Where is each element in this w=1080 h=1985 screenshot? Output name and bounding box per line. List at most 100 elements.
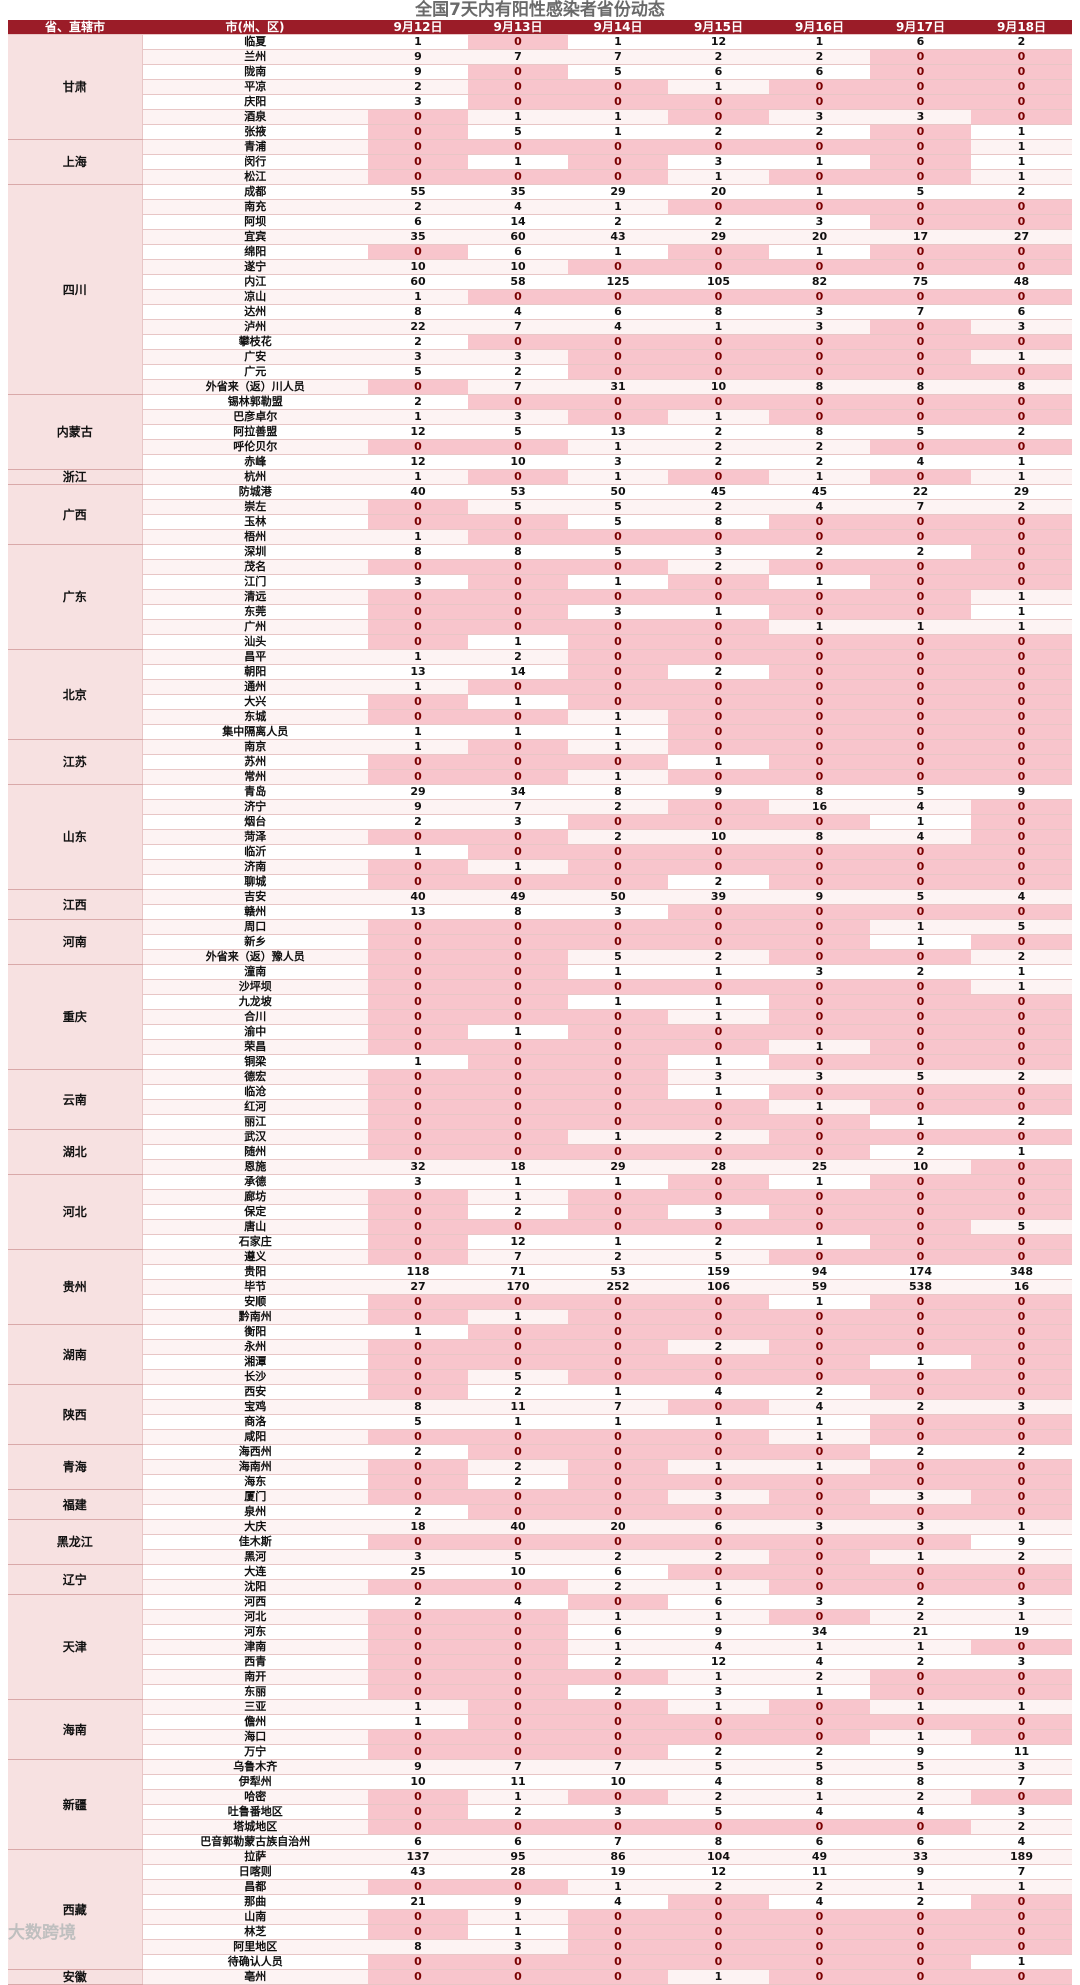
count-cell: 12 (668, 1864, 769, 1880)
province-cell: 广东 (8, 544, 143, 650)
count-cell: 0 (368, 1609, 468, 1625)
province-cell: 青海 (8, 1444, 143, 1490)
count-cell: 0 (468, 829, 568, 845)
count-cell: 0 (668, 1939, 769, 1955)
count-cell: 0 (568, 1789, 668, 1805)
count-cell: 3 (769, 964, 870, 980)
count-cell: 6 (870, 34, 971, 50)
count-cell: 0 (468, 334, 568, 350)
count-cell: 0 (870, 1924, 971, 1940)
city-cell: 东丽 (142, 1684, 368, 1700)
count-cell: 0 (769, 1309, 870, 1325)
count-cell: 4 (769, 1894, 870, 1910)
count-cell: 0 (870, 1684, 971, 1700)
table-row: 海南 三亚 1 0 0 1 0 1 1 (8, 1699, 1072, 1760)
count-cell: 0 (769, 1189, 870, 1205)
header-date: 9月18日 (971, 20, 1072, 35)
city-cell: 毕节 (142, 1279, 368, 1295)
count-cell: 1 (668, 1699, 769, 1715)
count-cell: 45 (769, 484, 870, 500)
city-cell: 亳州 (142, 1969, 368, 1985)
city-cell: 黑河 (142, 1549, 368, 1565)
count-cell: 2 (870, 1894, 971, 1910)
count-cell: 0 (971, 1384, 1072, 1400)
province-cell: 福建 (8, 1489, 143, 1520)
city-cell: 待确认人员 (142, 1954, 368, 1970)
count-cell: 0 (368, 1339, 468, 1355)
count-cell: 0 (769, 1549, 870, 1565)
table-row: 沈阳 0 0 2 1 0 0 0 (8, 1579, 1072, 1595)
count-cell: 2 (668, 454, 769, 470)
table-row: 巴音郭勒蒙古族自治州 6 6 7 8 6 6 4 (8, 1834, 1072, 1850)
table-row: 佳木斯 0 0 0 0 0 0 9 (8, 1534, 1072, 1550)
count-cell: 0 (971, 1459, 1072, 1475)
count-cell: 2 (668, 1234, 769, 1250)
table-row: 毕节 27 170 252 106 59 538 16 (8, 1279, 1072, 1295)
count-cell: 0 (870, 1714, 971, 1730)
count-cell: 0 (870, 634, 971, 650)
count-cell: 0 (368, 1369, 468, 1385)
count-cell: 3 (769, 109, 870, 125)
count-cell: 0 (971, 49, 1072, 65)
city-cell: 黔南州 (142, 1309, 368, 1325)
count-cell: 0 (368, 634, 468, 650)
count-cell: 4 (870, 1804, 971, 1820)
count-cell: 0 (668, 724, 769, 740)
count-cell: 29 (668, 229, 769, 245)
count-cell: 3 (568, 454, 668, 470)
table-row: 石家庄 0 12 1 2 1 0 0 (8, 1234, 1072, 1250)
city-cell: 内江 (142, 274, 368, 290)
count-cell: 2 (668, 664, 769, 680)
count-cell: 25 (769, 1159, 870, 1175)
count-cell: 10 (870, 1159, 971, 1175)
count-cell: 7 (568, 1834, 668, 1850)
table-row: 待确认人员 0 0 0 0 0 0 1 (8, 1954, 1072, 1970)
city-cell: 乌鲁木齐 (142, 1759, 368, 1775)
count-cell: 2 (368, 1444, 468, 1460)
count-cell: 0 (769, 934, 870, 950)
count-cell: 0 (568, 289, 668, 305)
table-row: 东丽 0 0 2 3 1 0 0 (8, 1684, 1072, 1700)
count-cell: 0 (870, 244, 971, 260)
count-cell: 0 (568, 1489, 668, 1505)
count-cell: 29 (971, 484, 1072, 500)
city-cell: 唐山 (142, 1219, 368, 1235)
count-cell: 0 (971, 874, 1072, 890)
city-cell: 塔城地区 (142, 1819, 368, 1835)
table-row: 浙江 杭州 1 0 1 0 1 0 1 (8, 469, 1072, 485)
table-row: 河东 0 0 6 9 34 21 19 (8, 1624, 1072, 1640)
count-cell: 0 (668, 919, 769, 935)
count-cell: 2 (668, 1879, 769, 1895)
count-cell: 0 (368, 1069, 468, 1085)
count-cell: 0 (769, 1579, 870, 1595)
count-cell: 1 (769, 574, 870, 590)
count-cell: 0 (468, 1489, 568, 1505)
count-cell: 0 (769, 529, 870, 545)
count-cell: 0 (971, 1099, 1072, 1115)
table-row: 泉州 2 0 0 0 0 0 0 (8, 1504, 1072, 1520)
count-cell: 0 (668, 1219, 769, 1235)
count-cell: 3 (971, 1399, 1072, 1415)
count-cell: 1 (468, 154, 568, 170)
count-cell: 0 (870, 1384, 971, 1400)
count-cell: 5 (468, 499, 568, 515)
city-cell: 伊犁州 (142, 1774, 368, 1790)
count-cell: 0 (668, 1909, 769, 1925)
count-cell: 0 (870, 979, 971, 995)
count-cell: 0 (971, 1684, 1072, 1700)
table-row: 宜宾 35 60 43 29 20 17 27 (8, 229, 1072, 245)
table-row: 那曲 21 9 4 0 4 2 0 (8, 1894, 1072, 1910)
table-row: 海东 0 2 0 0 0 0 0 (8, 1474, 1072, 1490)
city-cell: 济南 (142, 859, 368, 875)
count-cell: 1 (568, 109, 668, 125)
count-cell: 2 (769, 124, 870, 140)
province-cell: 甘肃 (8, 34, 143, 140)
count-cell: 2 (870, 1594, 971, 1610)
table-row: 保定 0 2 0 3 0 0 0 (8, 1204, 1072, 1220)
count-cell: 2 (368, 814, 468, 830)
count-cell: 2 (668, 1549, 769, 1565)
table-row: 西青 0 0 2 12 4 2 3 (8, 1654, 1072, 1670)
count-cell: 3 (568, 904, 668, 920)
count-cell: 6 (769, 1834, 870, 1850)
table-row: 济宁 9 7 2 0 16 4 0 (8, 799, 1072, 815)
